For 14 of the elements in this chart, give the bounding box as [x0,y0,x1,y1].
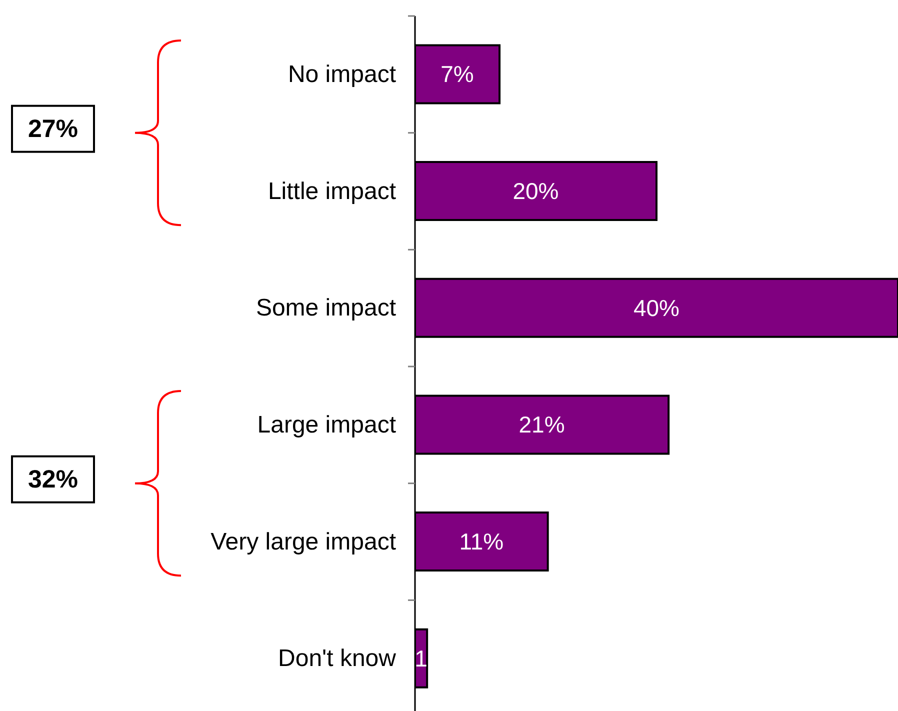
y-tick-label: Very large impact [210,528,396,556]
y-tick-label: Some impact [256,294,396,322]
y-tick-label: No impact [288,60,396,88]
data-label: 11% [459,528,504,555]
data-label: 20% [512,178,559,204]
data-label: 1 [414,645,428,672]
data-label: 40% [633,294,680,321]
y-tick-label: Little impact [268,178,396,205]
data-label: 21% [518,412,565,438]
text: 32% [28,465,78,494]
y-tick-label: Large impact [257,411,396,438]
y-tick-label: Don't know [278,645,397,672]
data-label: 7% [440,61,474,88]
text: 27% [28,114,78,143]
